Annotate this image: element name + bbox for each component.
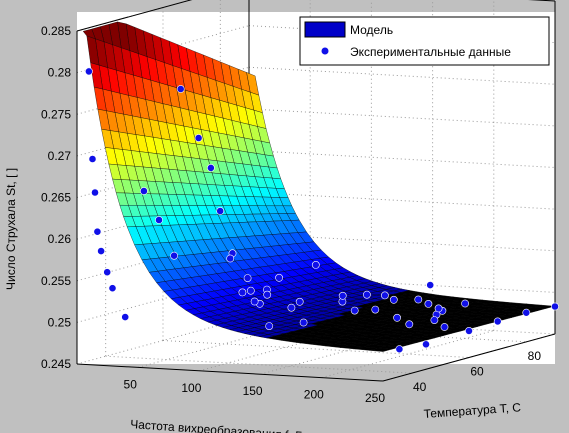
legend-marker-experimental	[321, 47, 329, 55]
grid-line	[76, 25, 250, 74]
data-point	[238, 288, 247, 297]
box-edge	[76, 0, 193, 32]
data-point	[139, 187, 148, 195]
z-tick-label: 0.265	[41, 191, 71, 205]
data-point	[194, 134, 203, 142]
box-edge	[76, 363, 384, 382]
legend: Модель Экспериментальные данные	[299, 16, 550, 66]
data-point	[97, 247, 105, 255]
data-point	[389, 295, 398, 304]
data-point	[88, 155, 97, 163]
y-tick-label: 40	[413, 380, 427, 394]
data-point	[176, 85, 185, 93]
box-edge	[382, 333, 556, 382]
data-point	[170, 251, 178, 260]
tick-labels: 0.245 0.25 0.255 0.26 0.265 0.27 0.275 0.28 0.28…	[41, 24, 541, 405]
experimental-points	[85, 67, 559, 354]
z-tick-label: 0.275	[41, 107, 71, 121]
data-point	[522, 308, 531, 317]
data-point	[461, 299, 469, 308]
data-point	[338, 291, 347, 300]
data-point	[362, 290, 371, 299]
z-tick-label: 0.28	[48, 66, 72, 80]
y-tick-label: 60	[470, 365, 484, 379]
data-point	[206, 163, 215, 172]
data-point	[440, 323, 449, 331]
data-point	[287, 303, 296, 312]
data-point	[551, 302, 559, 311]
z-tick-label: 0.245	[41, 357, 71, 371]
z-axis-label: Число Струхала St, [ ]	[4, 168, 18, 290]
y-tick-label: 80	[528, 349, 542, 363]
data-point	[350, 306, 359, 315]
data-point	[424, 299, 433, 308]
data-point	[311, 260, 320, 269]
x-tick-label: 50	[124, 377, 138, 391]
x-tick-label: 200	[304, 388, 324, 402]
data-point	[275, 273, 283, 282]
data-point	[103, 268, 112, 277]
data-point	[371, 305, 380, 314]
data-point	[393, 313, 401, 322]
x-tick-label: 250	[365, 391, 385, 405]
data-point	[422, 340, 430, 349]
legend-label-model: Модель	[350, 23, 393, 37]
data-point	[299, 318, 308, 327]
data-point	[380, 291, 389, 300]
data-point	[250, 297, 259, 306]
data-point	[493, 317, 502, 326]
data-point	[405, 320, 414, 329]
data-point	[295, 297, 304, 306]
data-point	[426, 281, 435, 289]
surface-patch	[369, 348, 392, 352]
legend-swatch-model	[304, 21, 346, 38]
data-point	[108, 284, 117, 293]
data-point	[243, 274, 252, 282]
data-point	[246, 286, 255, 295]
legend-label-experimental: Экспериментальные данные	[350, 45, 511, 59]
data-point	[91, 188, 99, 197]
z-tick-label: 0.25	[48, 315, 72, 329]
data-point	[434, 304, 443, 313]
data-point	[121, 313, 130, 321]
data-point	[226, 254, 235, 263]
grid-line	[321, 330, 494, 379]
data-point	[465, 326, 473, 335]
data-point	[430, 316, 439, 324]
z-tick-label: 0.27	[48, 149, 72, 163]
data-point	[414, 295, 423, 304]
z-tick-label: 0.255	[41, 274, 71, 288]
data-point	[85, 67, 93, 76]
data-point	[155, 216, 163, 224]
y-axis-label: Температура T, С	[423, 400, 521, 421]
data-point	[263, 290, 272, 299]
z-tick-label: 0.26	[48, 232, 72, 246]
x-tick-label: 100	[181, 381, 201, 395]
x-tick-label: 150	[243, 384, 263, 398]
z-tick-label: 0.285	[41, 24, 71, 38]
data-point	[216, 207, 225, 215]
data-point	[395, 345, 404, 354]
data-point	[265, 322, 274, 330]
data-point	[93, 227, 102, 236]
